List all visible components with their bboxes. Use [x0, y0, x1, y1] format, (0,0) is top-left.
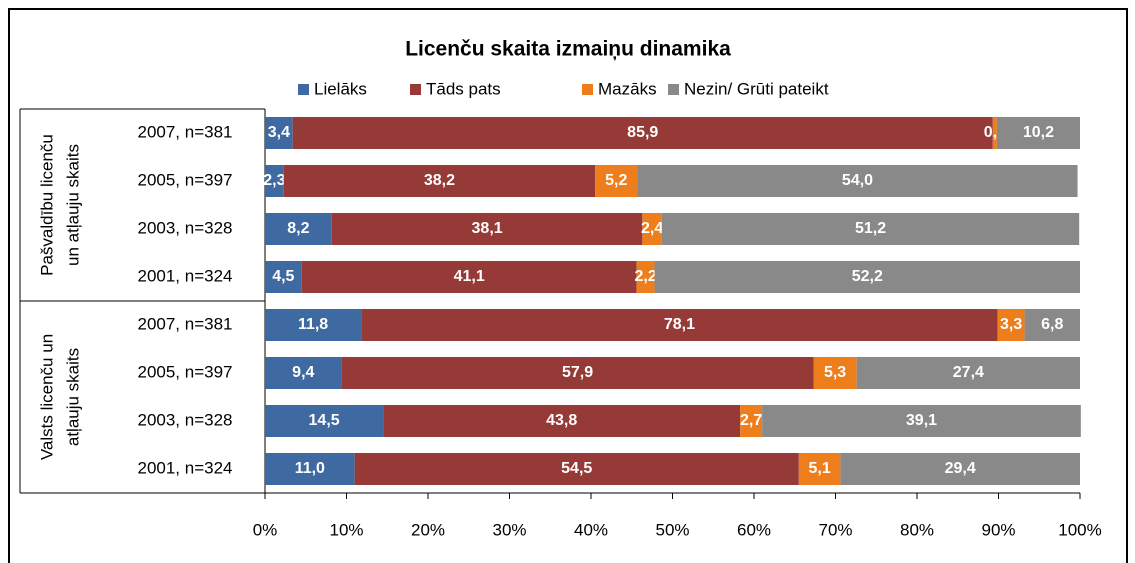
data-label: 41,1 — [454, 268, 485, 285]
bar-segment — [283, 165, 596, 197]
data-label: 27,4 — [953, 364, 984, 381]
group-label: un atļauju skaits — [63, 144, 82, 266]
bar-segment — [637, 165, 1078, 197]
legend-swatch — [298, 84, 309, 95]
legend-swatch — [668, 84, 679, 95]
data-label: 38,2 — [424, 172, 455, 189]
legend-label: Nezin/ Grūti pateikt — [684, 79, 829, 98]
bar-segment — [642, 213, 662, 245]
legend-swatch — [582, 84, 593, 95]
x-tick-label: 0% — [253, 520, 278, 539]
data-label: 29,4 — [945, 460, 976, 477]
data-label: 11,0 — [295, 460, 325, 477]
group-label: Pašvaldību licenču — [37, 134, 56, 276]
data-label: 85,9 — [627, 124, 658, 141]
data-label: 4,5 — [272, 268, 294, 285]
data-label: 2,3 — [263, 172, 285, 189]
bar-segment — [654, 261, 1080, 293]
data-label: 2,2 — [634, 268, 656, 285]
data-label: 5,3 — [824, 364, 846, 381]
legend-swatch — [410, 84, 421, 95]
data-label: 54,5 — [561, 460, 592, 477]
bar-segment — [341, 357, 814, 389]
bar-segment — [996, 117, 1080, 149]
bar-segment — [361, 309, 998, 341]
data-label: 5,2 — [605, 172, 627, 189]
bar-segment — [1024, 309, 1080, 341]
bar-segment — [265, 165, 284, 197]
data-label: 38,1 — [472, 220, 503, 237]
y-tick-label: 2007, n=381 — [137, 122, 232, 141]
bar-segment — [661, 213, 1080, 245]
y-tick-label: 2001, n=324 — [137, 266, 232, 285]
data-label: 57,9 — [562, 364, 593, 381]
bar-segment — [265, 453, 355, 485]
y-tick-label: 2001, n=324 — [137, 458, 232, 477]
bar-segment — [856, 357, 1080, 389]
group-label: atļauju skaits — [63, 348, 82, 446]
bar-segment — [813, 357, 857, 389]
x-tick-label: 40% — [574, 520, 608, 539]
data-label: 14,5 — [309, 412, 340, 429]
data-label: 11,8 — [298, 316, 328, 333]
x-tick-label: 10% — [329, 520, 363, 539]
data-label: 54,0 — [842, 172, 873, 189]
bar-segment — [992, 117, 997, 149]
data-label: 2,7 — [740, 412, 762, 429]
data-label: 39,1 — [906, 412, 937, 429]
data-label: 3,3 — [1000, 316, 1022, 333]
bar-segment — [798, 453, 841, 485]
legend-label: Tāds pats — [426, 79, 501, 98]
bar-segment — [292, 117, 993, 149]
x-tick-label: 50% — [655, 520, 689, 539]
bar-segment — [997, 309, 1025, 341]
x-tick-label: 90% — [981, 520, 1015, 539]
data-label: 52,2 — [852, 268, 883, 285]
bar-segment — [265, 357, 342, 389]
y-tick-label: 2005, n=397 — [137, 362, 232, 381]
data-label: 43,8 — [546, 412, 577, 429]
bar-segment — [383, 405, 741, 437]
bar-segment — [636, 261, 655, 293]
legend-label: Lielāks — [314, 79, 367, 98]
x-tick-label: 60% — [737, 520, 771, 539]
data-label: 78,1 — [664, 316, 695, 333]
data-label: 6,8 — [1041, 316, 1063, 333]
bar-segment — [740, 405, 763, 437]
data-label: 10,2 — [1023, 124, 1054, 141]
group-label: Valsts licenču un — [37, 334, 56, 460]
x-tick-label: 80% — [900, 520, 934, 539]
x-tick-label: 100% — [1058, 520, 1101, 539]
data-label: 51,2 — [855, 220, 886, 237]
chart-title: Licenču skaita izmaiņu dinamika — [405, 38, 731, 61]
y-tick-label: 2007, n=381 — [137, 314, 232, 333]
bar-segment — [265, 213, 332, 245]
bar-segment — [301, 261, 637, 293]
y-tick-label: 2003, n=328 — [137, 410, 232, 429]
bar-segment — [331, 213, 643, 245]
data-label: 9,4 — [292, 364, 314, 381]
chart-frame — [8, 8, 1128, 563]
bar-segment — [354, 453, 799, 485]
bar-segment — [265, 405, 384, 437]
data-label: 5,1 — [808, 460, 830, 477]
x-tick-label: 30% — [492, 520, 526, 539]
bar-segment — [595, 165, 638, 197]
legend-label: Mazāks — [598, 79, 657, 98]
bar-segment — [265, 261, 302, 293]
bar-segment — [265, 309, 362, 341]
data-label: 8,2 — [287, 220, 309, 237]
bar-segment — [840, 453, 1080, 485]
y-tick-label: 2005, n=397 — [137, 170, 232, 189]
data-label: 2,4 — [641, 220, 663, 237]
bar-segment — [762, 405, 1081, 437]
x-tick-label: 70% — [818, 520, 852, 539]
y-tick-label: 2003, n=328 — [137, 218, 232, 237]
data-label: 3,4 — [268, 124, 290, 141]
x-tick-label: 20% — [411, 520, 445, 539]
bar-segment — [265, 117, 293, 149]
